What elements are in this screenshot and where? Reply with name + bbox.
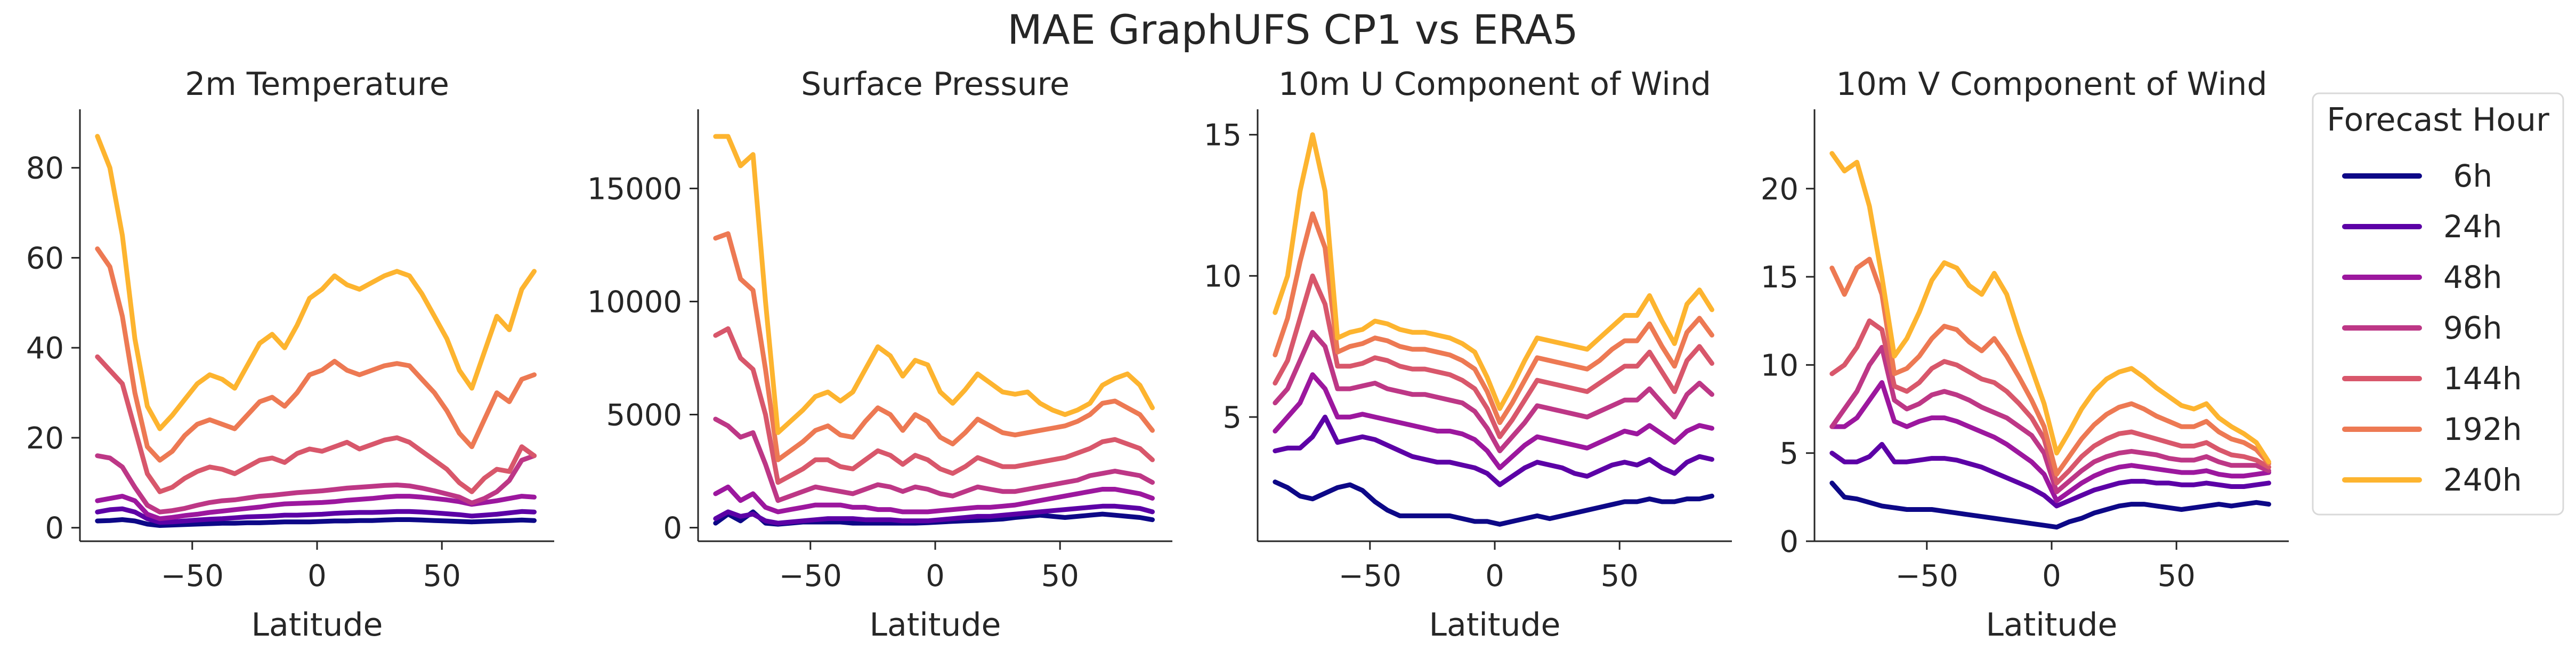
subplots: 2m Temperature−50 0 50020406080LatitudeSur… (26, 66, 2289, 644)
x-tick-label: 0 (1485, 559, 1504, 593)
legend-label: 48h (2443, 259, 2502, 295)
y-tick-label: 10000 (587, 285, 682, 319)
series-line-96h (713, 416, 1155, 503)
y-tick-label: 10 (1761, 348, 1799, 383)
x-axis-label: Latitude (1986, 606, 2118, 644)
series-line-24h (95, 506, 537, 525)
panel-4: 10m V Component of Wind −50 0 50 0 5 10 15 20 Lat… (1761, 66, 2289, 644)
y-tick-label: 40 (26, 331, 64, 366)
panel-3: 10m U Component of Wind −50 0 50 5 10 15 Latitu… (1204, 66, 1732, 644)
x-tick-label: 50 (2158, 559, 2196, 593)
series-line-6h (1273, 479, 1714, 527)
series-line-144h (95, 354, 537, 494)
x-tick-label: 50 (423, 559, 461, 593)
series-line-240h (713, 134, 1155, 435)
x-axis-label: Latitude (1429, 606, 1561, 644)
series-line-6h (95, 517, 537, 528)
series-line-240h (1829, 151, 2271, 464)
y-tick-label: 15000 (587, 172, 682, 206)
y-tick-label: 20 (26, 421, 64, 456)
series-line-24h (1273, 414, 1714, 487)
series-line-192h (1829, 256, 2271, 477)
legend-title: Forecast Hour (2327, 101, 2549, 139)
x-axis-label: Latitude (870, 606, 1001, 644)
series-line-192h (713, 231, 1155, 462)
x-tick-label: 50 (1601, 559, 1639, 593)
y-tick-label: 60 (26, 241, 64, 276)
x-tick-label: −50 (1895, 559, 1958, 593)
series-line-192h (1273, 211, 1714, 426)
x-tick-label: −50 (779, 559, 842, 593)
y-tick-label: 0 (663, 511, 682, 546)
y-tick-label: 0 (1779, 525, 1799, 559)
series-line-24h (1829, 442, 2271, 509)
y-tick-label: 15 (1204, 118, 1242, 153)
series-line-240h (95, 134, 537, 431)
series-line-24h (713, 503, 1155, 526)
y-tick-label: 15 (1761, 260, 1799, 295)
y-tick-label: 80 (26, 151, 64, 186)
y-tick-label: 5000 (606, 398, 682, 433)
legend-label: 144h (2443, 360, 2522, 397)
legend-label: 240h (2443, 462, 2522, 498)
legend-label: 96h (2443, 310, 2502, 346)
x-tick-label: 0 (926, 559, 945, 593)
y-tick-label: 10 (1204, 259, 1242, 294)
series-line-6h (1829, 480, 2271, 530)
series-line-48h (1273, 372, 1714, 470)
legend-frame (2312, 92, 2564, 516)
series-line-240h (1273, 132, 1714, 411)
x-tick-label: 0 (2042, 559, 2061, 593)
series-line-48h (713, 484, 1155, 515)
y-tick-label: 5 (1779, 437, 1799, 471)
legend-label: 6h (2443, 158, 2492, 194)
series-line-144h (1829, 318, 2271, 486)
figure-title: MAE GraphUFS CP1 vs ERA5 (1007, 6, 1578, 53)
series-line-144h (713, 326, 1155, 485)
y-tick-label: 5 (1222, 400, 1242, 435)
legend-label: 24h (2443, 208, 2502, 245)
panel-title: 10m U Component of Wind (1278, 66, 1711, 103)
panel-2: Surface Pressure −50 0 50 0 5000 10000 15000 Lat… (587, 66, 1172, 644)
panel-title: 10m V Component of Wind (1836, 66, 2267, 103)
x-tick-label: 50 (1041, 559, 1079, 593)
y-tick-label: 20 (1761, 172, 1799, 207)
x-tick-label: −50 (161, 559, 224, 593)
series-line-144h (1273, 273, 1714, 439)
y-tick-label: 0 (45, 511, 64, 546)
series-line-192h (95, 246, 537, 463)
series-line-96h (1273, 330, 1714, 454)
panel-1: 2m Temperature −50 0 50 0 20 40 60 80 Latitude (26, 66, 554, 644)
series-line-96h (1829, 344, 2271, 494)
x-tick-label: 0 (307, 559, 327, 593)
panel-title: 2m Temperature (185, 66, 449, 103)
legend: Forecast Hour 6h 24h 48h 96h 144h 192h 240h (2312, 92, 2564, 516)
legend-label: 192h (2443, 411, 2522, 447)
x-axis-label: Latitude (252, 606, 383, 644)
series-line-48h (95, 494, 537, 521)
series-line-96h (95, 453, 537, 515)
x-tick-label: −50 (1339, 559, 1402, 593)
panel-title: Surface Pressure (801, 66, 1070, 103)
series-line-48h (1829, 380, 2271, 503)
